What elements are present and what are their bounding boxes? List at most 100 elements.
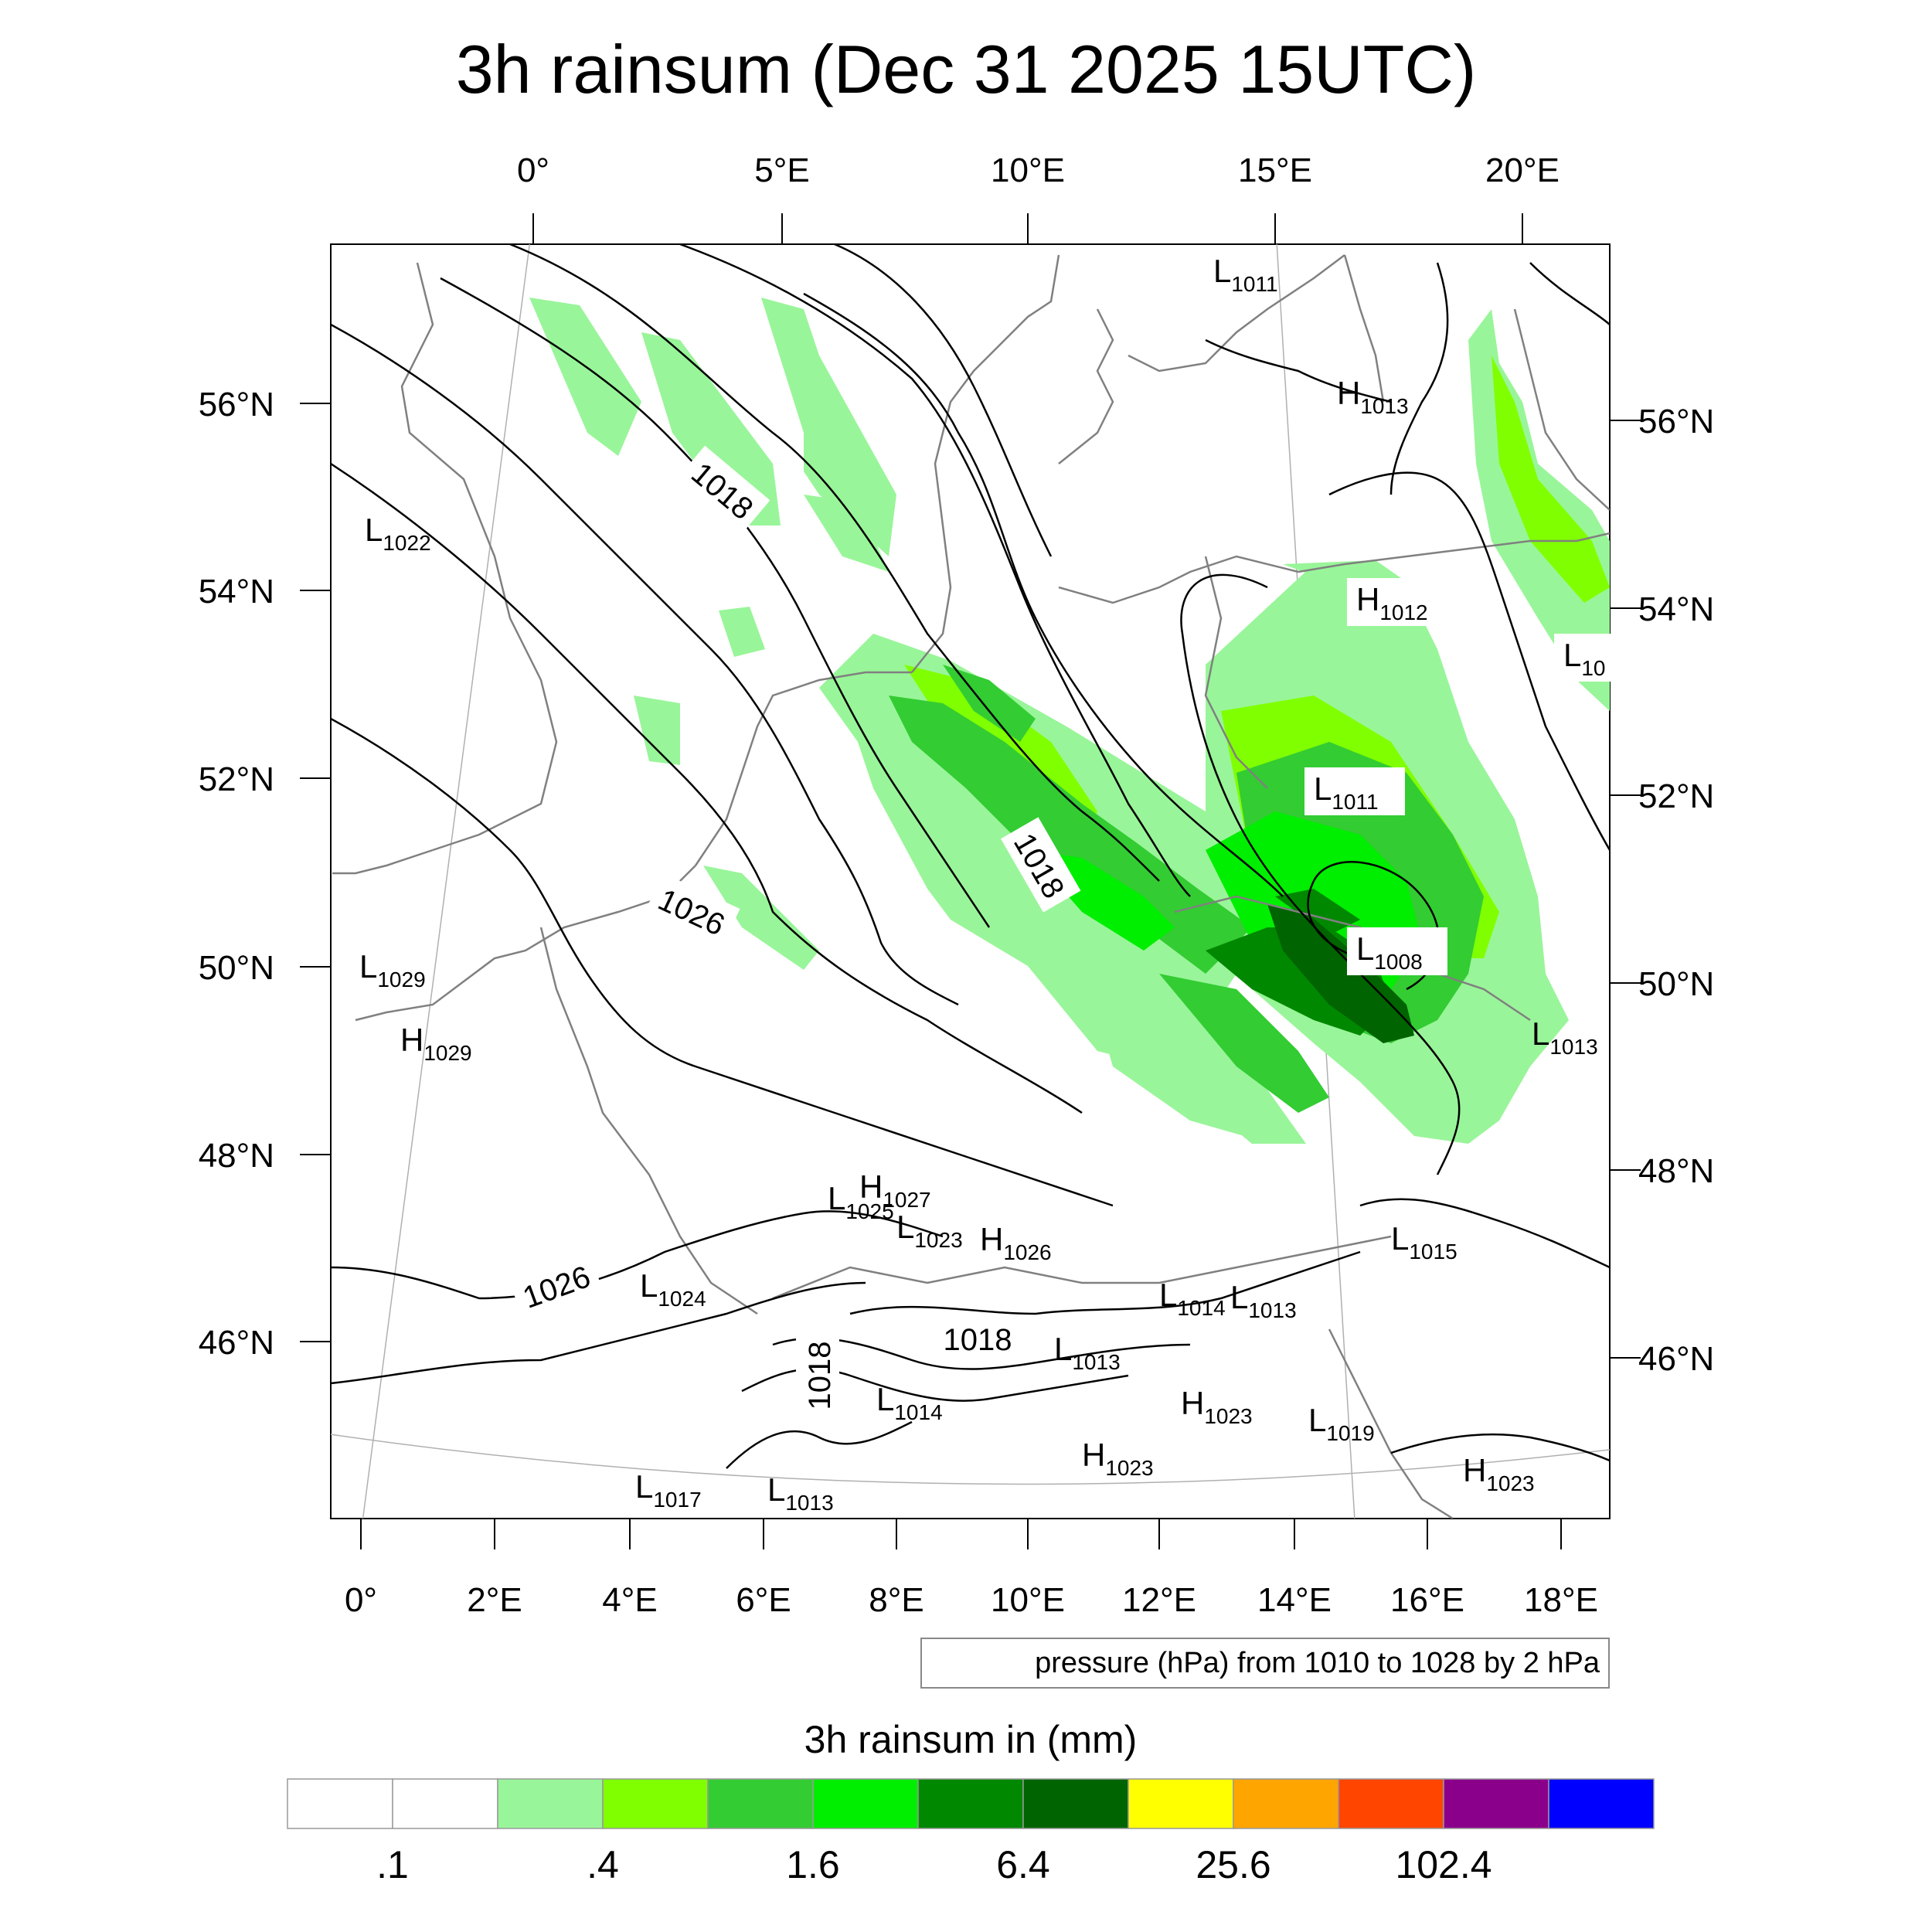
tick-label: 2°E <box>467 1581 522 1619</box>
pressure-center-background <box>1347 927 1447 975</box>
colorbar-tick-label: .4 <box>587 1843 619 1886</box>
rain-band-belgium <box>634 696 680 765</box>
contour-labels: 1018 1018 1026 1026 1018 1018 <box>509 445 1081 1418</box>
isobar-17 <box>849 1250 1361 1315</box>
pressure-center-label: L10 <box>1554 634 1655 682</box>
tick-label: 6°E <box>736 1581 791 1619</box>
colorbar-title: 3h rainsum in (mm) <box>804 1718 1138 1761</box>
colorbar-tick-label: 25.6 <box>1196 1843 1270 1886</box>
colorbar-swatch <box>1128 1778 1234 1829</box>
tick-label: 20°E <box>1485 151 1560 189</box>
rain-band-north-sea-2 <box>641 332 781 526</box>
tick-label: 52°N <box>199 760 274 798</box>
coast-baltic-south <box>1058 532 1610 604</box>
colorbar-swatch <box>1022 1778 1129 1829</box>
isobar-9 <box>331 1210 944 1300</box>
tick-label: 52°N <box>1638 777 1714 815</box>
coast-germany-north <box>911 254 1060 673</box>
pressure-center-value: 1029 <box>377 968 425 992</box>
rain-band-core <box>1267 904 1414 1043</box>
colorbar-tick-label: 6.4 <box>996 1843 1050 1886</box>
tick-label: 48°N <box>1638 1152 1714 1190</box>
pressure-centers: L1011H1013L1022H1012L10L1011L1008L1029H1… <box>359 253 1655 1515</box>
coast-france-north <box>355 865 696 1022</box>
isobar-4 <box>834 244 1053 557</box>
top-ticks <box>532 213 1523 244</box>
pressure-center-value: 1014 <box>1177 1296 1225 1320</box>
pressure-center-value: 1017 <box>653 1488 701 1512</box>
pressure-center-background <box>1347 578 1447 626</box>
pressure-center-value: 1027 <box>883 1188 930 1212</box>
tick-label: 18°E <box>1524 1581 1598 1619</box>
contour-info-box: pressure (hPa) from 1010 to 1028 by 2 hP… <box>920 1638 1610 1689</box>
isobar-10 <box>331 1281 866 1385</box>
pressure-center-value: 1023 <box>914 1228 962 1252</box>
tick-label: 14°E <box>1257 1581 1332 1619</box>
colorbar-swatch <box>1233 1778 1339 1829</box>
isobar-5 <box>440 277 991 928</box>
pressure-center-value: 1012 <box>1379 600 1427 624</box>
colorbar-swatch <box>1443 1778 1549 1829</box>
pressure-center-value: 1013 <box>1549 1035 1597 1059</box>
rainfall-shading <box>529 298 1610 1144</box>
isobar-12 <box>1328 471 1610 851</box>
left-ticks <box>300 403 331 1342</box>
pressure-center-type: H1023 <box>1463 1452 1535 1495</box>
pressure-center-value: 1013 <box>785 1491 833 1515</box>
tick-label: 56°N <box>1638 403 1714 440</box>
isobars <box>331 244 1610 1469</box>
pressure-center-value: 1026 <box>1003 1240 1051 1264</box>
rain-band-green-1 <box>889 696 1252 974</box>
pressure-center-label: L1008 <box>1347 927 1447 975</box>
border-france-east <box>539 927 758 1315</box>
rain-band-low-countries <box>719 607 765 657</box>
tick-label: 54°N <box>1638 590 1714 628</box>
pressure-center-label: L1011 <box>1304 767 1405 815</box>
pressure-center-value: 1029 <box>423 1041 471 1065</box>
pressure-center-label: H1012 <box>1347 578 1447 626</box>
coast-sweden-south <box>1128 254 1345 372</box>
pressure-center-value: 1008 <box>1374 950 1422 974</box>
tick-label: 46°N <box>1638 1340 1714 1378</box>
pressure-center-value: 1013 <box>1248 1298 1296 1322</box>
tick-label: 48°N <box>199 1137 274 1175</box>
pressure-center-value: 1024 <box>658 1287 706 1311</box>
rain-band-dark-2 <box>1275 889 1360 935</box>
pressure-center-type: L1022 <box>365 512 431 555</box>
pressure-center-value: 1023 <box>1105 1456 1153 1480</box>
colorbar-swatch <box>602 1778 709 1829</box>
colorbar-swatch <box>497 1778 604 1829</box>
pressure-center-type: L1008 <box>1356 930 1423 974</box>
colorbar-tick-label: .1 <box>376 1843 409 1886</box>
isobar-11 <box>1180 573 1461 1175</box>
isobar-8 <box>331 717 1114 1207</box>
coast-low-countries <box>694 671 912 866</box>
coast-britain-south <box>332 849 434 875</box>
contour-label: 1018 <box>944 1323 1012 1357</box>
colorbar-tick-labels: .1 .4 1.6 6.4 25.6 102.4 <box>376 1843 1492 1886</box>
colorbar-swatch <box>707 1778 814 1829</box>
isobar-7 <box>331 462 1083 1114</box>
tick-label: 50°N <box>199 949 274 987</box>
isobar-13 <box>1389 262 1449 495</box>
rain-band-north-sea-4 <box>804 495 889 572</box>
rain-band-north-sea-3 <box>761 298 896 556</box>
colorbar-swatch <box>1548 1778 1655 1829</box>
axis-labels: 0° 5°E 10°E 15°E 20°E 0° 2°E 4°E 6°E 8°E… <box>199 151 1715 1619</box>
pressure-center-value: 1025 <box>845 1199 893 1223</box>
right-ticks <box>1610 420 1641 1359</box>
map-panel: 1018 1018 1026 1026 1018 1018 <box>330 243 1655 1519</box>
tick-label: 4°E <box>602 1581 657 1619</box>
colorbar-swatch <box>1338 1778 1444 1829</box>
pressure-center-value: 1015 <box>1409 1240 1457 1264</box>
rain-band-green-4 <box>1159 974 1329 1113</box>
isobar-19 <box>741 1368 1129 1402</box>
colorbar-tick-label: 102.4 <box>1395 1843 1492 1886</box>
parallel-45n <box>331 1434 1610 1485</box>
pressure-center-label: H1023 <box>1463 1452 1535 1495</box>
bottom-longitude-labels: 0° 2°E 4°E 6°E 8°E 10°E 12°E 14°E 16°E 1… <box>345 1581 1598 1619</box>
pressure-center-label: L1022 <box>365 512 431 555</box>
tick-label: 12°E <box>1122 1581 1196 1619</box>
coastlines <box>332 254 1610 1519</box>
tick-label: 0° <box>345 1581 377 1619</box>
